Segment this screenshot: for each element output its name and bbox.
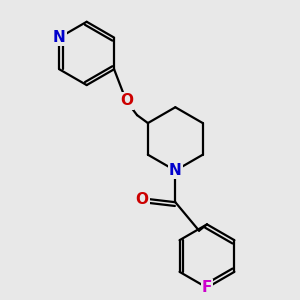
Text: O: O [136, 191, 148, 206]
Text: O: O [120, 93, 133, 108]
Text: F: F [202, 280, 212, 295]
Text: N: N [53, 30, 66, 45]
Text: N: N [169, 163, 182, 178]
